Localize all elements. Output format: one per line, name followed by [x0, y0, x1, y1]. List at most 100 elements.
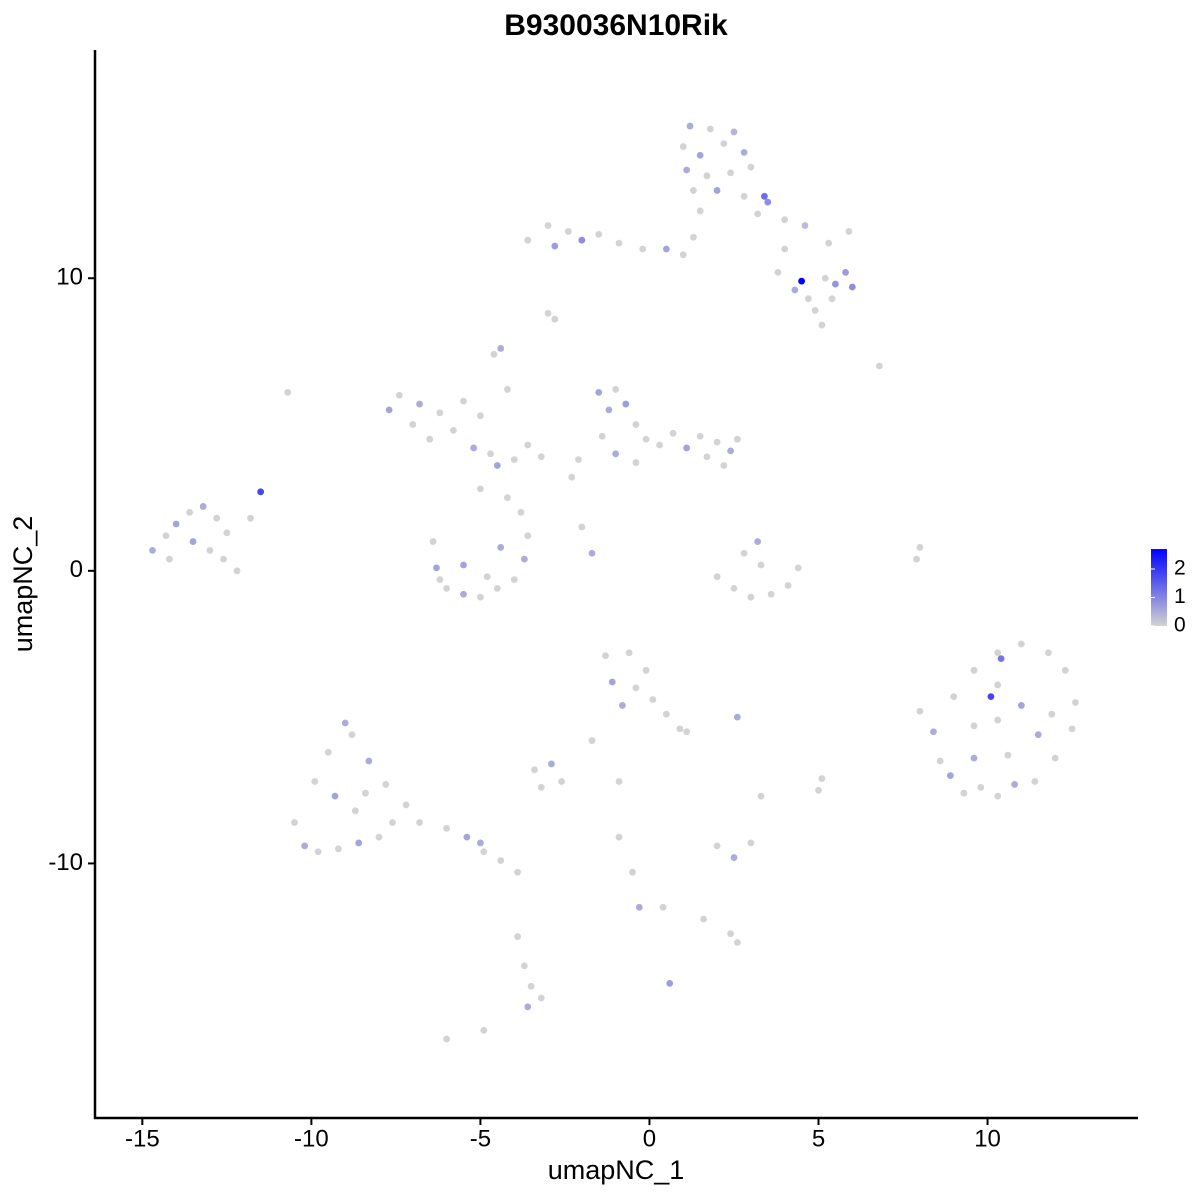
cell-point — [713, 842, 721, 850]
cell-point — [257, 488, 265, 496]
cell-point — [848, 283, 856, 291]
cell-point — [994, 792, 1002, 800]
cell-point — [727, 930, 735, 938]
cell-point — [679, 143, 687, 150]
colorbar-label: 1 — [1174, 585, 1186, 608]
cell-point — [443, 824, 451, 832]
cell-point — [950, 693, 958, 701]
cell-point — [659, 903, 667, 911]
cell-point — [341, 719, 349, 727]
cell-point — [1051, 754, 1059, 762]
cell-point — [463, 833, 471, 841]
cell-point — [987, 693, 995, 701]
cell-point — [781, 245, 789, 253]
cell-point — [162, 532, 170, 540]
cell-point — [747, 593, 755, 601]
cell-point — [351, 807, 359, 815]
cell-point — [811, 307, 819, 314]
cell-point — [564, 228, 572, 235]
cell-point — [429, 538, 437, 545]
cell-point — [449, 426, 457, 434]
colorbar-label: 0 — [1174, 614, 1186, 637]
cell-point — [443, 1035, 451, 1043]
cell-point — [598, 432, 606, 440]
cell-point — [490, 350, 498, 358]
cell-point — [1048, 710, 1056, 718]
cell-point — [676, 725, 684, 733]
cell-point — [365, 757, 373, 765]
cell-point — [436, 576, 444, 584]
cell-point — [514, 868, 522, 876]
cell-point — [757, 792, 765, 800]
cell-point — [977, 783, 985, 791]
cell-point — [544, 309, 552, 317]
cell-point — [497, 857, 505, 864]
cell-point — [632, 421, 640, 428]
cell-point — [480, 848, 488, 856]
cell-point — [615, 239, 623, 247]
cell-point — [754, 210, 762, 218]
cell-point — [615, 833, 623, 841]
cell-point — [960, 789, 968, 797]
cell-point — [527, 982, 535, 990]
cell-point — [578, 236, 586, 244]
cell-point — [703, 172, 711, 180]
cell-point — [402, 801, 410, 809]
cell-point — [165, 555, 173, 563]
cell-point — [794, 564, 802, 572]
cell-point — [757, 561, 765, 569]
cell-point — [588, 549, 596, 557]
cell-point — [568, 473, 576, 481]
cell-point — [642, 666, 650, 674]
cell-point — [537, 783, 545, 791]
cell-point — [311, 778, 319, 785]
cell-point — [602, 652, 609, 660]
cell-point — [747, 839, 755, 847]
cell-point — [409, 421, 417, 428]
cell-point — [832, 280, 839, 288]
cell-point — [1045, 649, 1052, 657]
cell-point — [531, 766, 538, 774]
cell-point — [578, 523, 586, 531]
cell-point — [605, 406, 613, 414]
cell-point — [615, 778, 623, 785]
cell-point — [510, 576, 518, 584]
cell-point — [186, 508, 194, 516]
cell-point — [821, 274, 829, 282]
cell-point — [622, 400, 630, 408]
cell-point — [551, 315, 559, 323]
cell-point — [497, 544, 505, 551]
cell-point — [625, 649, 633, 657]
cell-point — [733, 939, 741, 946]
cell-point — [683, 728, 691, 736]
x-tick-label: 0 — [643, 1125, 656, 1152]
cell-point — [524, 236, 532, 244]
cell-point — [767, 590, 775, 598]
cell-point — [1072, 699, 1079, 706]
cell-point — [1068, 725, 1076, 733]
cell-point — [761, 192, 768, 200]
cell-point — [774, 268, 782, 276]
cell-point — [804, 295, 812, 303]
cell-point — [480, 1026, 488, 1034]
cell-point — [1017, 640, 1025, 648]
cell-point — [588, 737, 596, 744]
cell-point — [690, 187, 697, 194]
cell-point — [612, 450, 620, 458]
cell-point — [970, 754, 978, 762]
cell-point — [713, 187, 721, 194]
x-tick-label: 5 — [812, 1125, 825, 1152]
chart-title: B930036N10Rik — [504, 9, 728, 42]
cell-point — [223, 529, 231, 537]
cell-point — [679, 251, 687, 259]
cell-point — [696, 207, 704, 215]
cell-point — [213, 514, 221, 522]
cell-point — [1004, 751, 1012, 759]
cell-point — [696, 432, 704, 440]
cell-point — [483, 573, 491, 581]
cell-point — [206, 546, 214, 554]
cell-point — [706, 125, 714, 133]
cell-point — [798, 277, 806, 285]
